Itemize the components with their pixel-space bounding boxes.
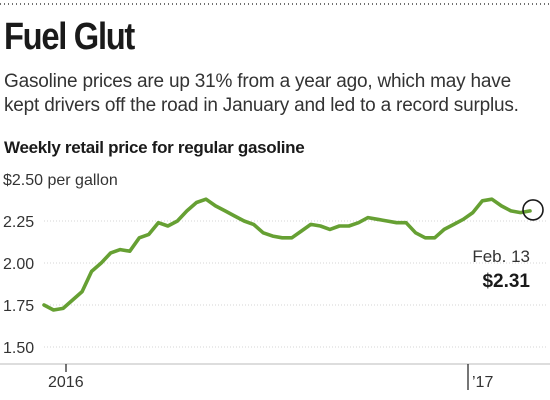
annotation-value: $2.31 bbox=[482, 271, 530, 292]
y-tick-label: 1.50 bbox=[3, 340, 34, 357]
x-axis: 2016 ’17 bbox=[0, 363, 550, 391]
grid-layer bbox=[44, 220, 548, 348]
y-tick-label: $2.50 per gallon bbox=[3, 172, 118, 189]
y-tick-label: 1.75 bbox=[3, 298, 34, 315]
series-line-gasoline-price bbox=[42, 197, 532, 312]
y-axis: $2.50 per gallon 2.25 2.00 1.75 1.50 bbox=[3, 172, 118, 357]
y-tick-label: 2.00 bbox=[3, 256, 34, 273]
chart-headline: Fuel Glut bbox=[4, 16, 135, 58]
x-tick-label: ’17 bbox=[472, 374, 493, 391]
chart-subtitle: Gasoline prices are up 31% from a year a… bbox=[4, 71, 519, 116]
y-tick-label: 2.25 bbox=[3, 214, 34, 231]
x-tick-label: 2016 bbox=[48, 374, 84, 391]
chart-title: Weekly retail price for regular gasoline bbox=[4, 138, 305, 157]
annotation-date: Feb. 13 bbox=[472, 247, 530, 266]
latest-point-marker bbox=[522, 199, 544, 221]
